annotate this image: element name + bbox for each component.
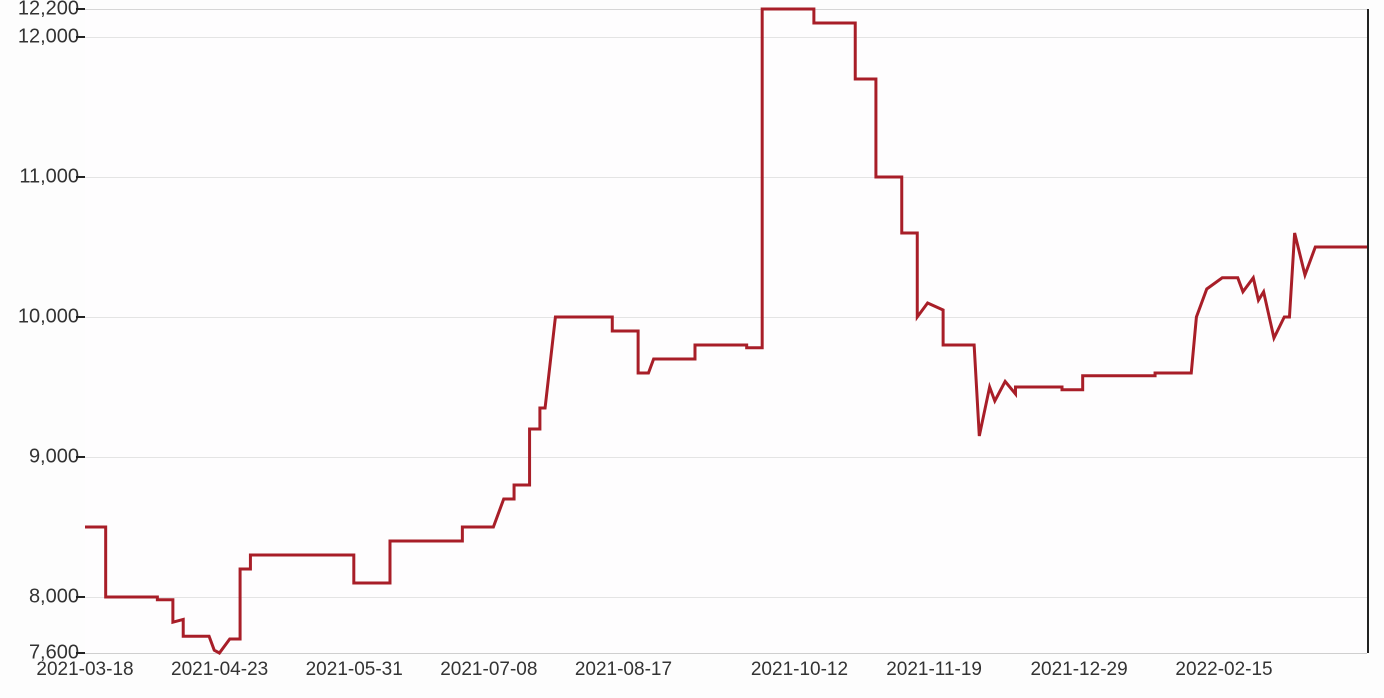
- x-tick-label: 2021-05-31: [306, 653, 403, 681]
- y-tick-mark: [76, 36, 85, 38]
- price-line-chart: 7,6008,0009,00010,00011,00012,00012,2002…: [0, 0, 1384, 698]
- x-tick-label: 2022-02-15: [1175, 653, 1272, 681]
- x-tick-label: 2021-03-18: [36, 653, 133, 681]
- x-tick-label: 2021-04-23: [171, 653, 268, 681]
- y-tick-mark: [76, 316, 85, 318]
- x-tick-label: 2021-12-29: [1030, 653, 1127, 681]
- series-layer: [85, 9, 1367, 653]
- x-tick-label: 2021-11-19: [886, 653, 982, 681]
- y-tick-label: 12,000: [18, 26, 85, 49]
- y-tick-mark: [76, 456, 85, 458]
- plot-area: 7,6008,0009,00010,00011,00012,00012,2002…: [85, 9, 1369, 653]
- y-tick-label: 12,200: [18, 0, 85, 21]
- y-tick-mark: [76, 596, 85, 598]
- x-tick-label: 2021-07-08: [440, 653, 537, 681]
- series-line-price: [85, 9, 1367, 653]
- y-tick-mark: [76, 8, 85, 10]
- x-tick-label: 2021-10-12: [751, 653, 848, 681]
- x-tick-label: 2021-08-17: [575, 653, 672, 681]
- y-tick-mark: [76, 176, 85, 178]
- y-tick-label: 10,000: [18, 306, 85, 329]
